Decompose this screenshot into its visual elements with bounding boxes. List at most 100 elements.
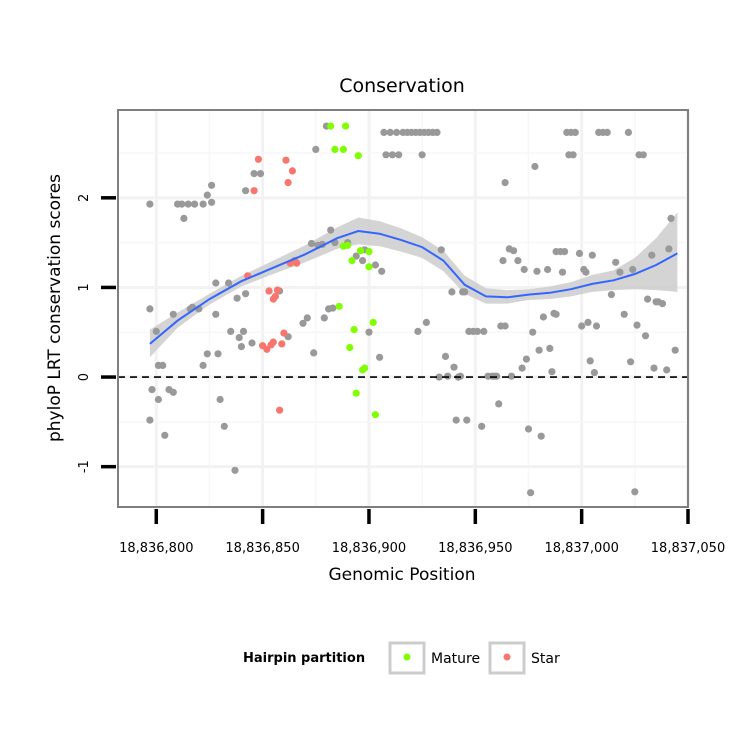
data-point-other xyxy=(237,343,245,351)
data-point-other xyxy=(582,268,590,276)
data-point-other xyxy=(212,310,220,318)
data-point-other xyxy=(575,249,584,257)
data-point-other xyxy=(590,369,599,377)
data-point-mature xyxy=(350,326,358,334)
data-point-other xyxy=(452,416,460,424)
data-point-other xyxy=(509,247,518,255)
legend: Hairpin partition Mature Star xyxy=(243,641,560,675)
data-point-other xyxy=(478,422,486,430)
plot-border xyxy=(117,109,689,508)
ribbon-layer xyxy=(149,212,678,358)
data-point-other xyxy=(544,265,552,274)
data-point-other xyxy=(242,187,250,195)
data-point-other xyxy=(522,355,531,363)
data-point-other xyxy=(220,422,228,430)
data-point-other xyxy=(507,372,516,380)
data-point-other xyxy=(233,294,241,302)
smooth-line xyxy=(149,229,678,345)
y-tick-label: 2 xyxy=(77,194,92,202)
data-point-star xyxy=(263,345,271,353)
data-point-other xyxy=(520,265,528,274)
data-point-other xyxy=(584,318,592,326)
data-point-other xyxy=(231,466,239,474)
data-point-other xyxy=(524,425,533,433)
data-point-other xyxy=(586,357,594,365)
data-point-other xyxy=(561,248,569,256)
smooth-layer xyxy=(149,229,678,345)
data-point-other xyxy=(531,162,539,171)
data-point-other xyxy=(444,372,452,380)
legend-label-mature: Mature xyxy=(431,651,480,667)
data-point-other xyxy=(578,322,586,330)
data-point-other xyxy=(592,322,601,330)
data-point-other xyxy=(203,350,211,358)
data-point-mature xyxy=(348,257,356,265)
data-point-other xyxy=(161,431,169,439)
data-point-star xyxy=(254,155,262,163)
data-point-other xyxy=(588,251,596,259)
data-point-mature xyxy=(354,152,362,160)
data-point-mature xyxy=(371,411,379,419)
data-point-star xyxy=(293,259,301,267)
data-point-other xyxy=(352,252,360,260)
legend-dot-mature xyxy=(403,653,411,661)
data-point-other xyxy=(652,298,660,306)
data-point-mature xyxy=(331,145,339,153)
data-point-mature xyxy=(339,145,347,153)
data-point-other xyxy=(518,364,526,372)
data-point-other xyxy=(641,332,650,340)
data-point-star xyxy=(250,187,258,195)
data-point-other xyxy=(639,151,647,159)
data-point-other xyxy=(376,353,384,361)
plot-panel xyxy=(117,109,690,508)
legend-item-mature: Mature xyxy=(388,641,480,675)
data-point-other xyxy=(388,151,396,159)
x-tick-label: 18,836,900 xyxy=(332,541,406,556)
data-point-other xyxy=(663,366,671,374)
data-point-other xyxy=(239,327,248,335)
x-tick-label: 18,836,950 xyxy=(438,541,512,556)
data-point-other xyxy=(648,251,656,259)
data-point-other xyxy=(216,395,224,404)
data-point-other xyxy=(214,350,222,358)
data-point-other xyxy=(380,128,388,136)
data-point-other xyxy=(463,416,471,424)
data-point-other xyxy=(242,290,250,298)
data-point-other xyxy=(307,239,316,248)
data-point-other xyxy=(393,128,401,136)
data-point-star xyxy=(278,340,286,348)
data-point-mature xyxy=(335,302,343,310)
data-point-other xyxy=(178,200,186,208)
data-point-other xyxy=(569,151,577,159)
data-point-other xyxy=(529,328,537,336)
data-point-mature xyxy=(346,343,354,352)
data-point-other xyxy=(225,279,233,287)
data-point-other xyxy=(620,310,628,318)
data-point-other xyxy=(146,200,154,208)
data-point-other xyxy=(371,261,379,269)
data-point-other xyxy=(312,145,320,153)
plot-background xyxy=(118,110,688,507)
data-point-other xyxy=(624,128,633,136)
data-point-other xyxy=(433,128,441,136)
data-point-other xyxy=(146,416,154,424)
data-point-other xyxy=(184,200,192,208)
data-point-star xyxy=(265,287,273,295)
data-point-other xyxy=(169,310,177,318)
data-point-other xyxy=(546,344,554,352)
data-point-other xyxy=(501,322,509,330)
chart-title: Conservation xyxy=(339,75,465,97)
legend-dot-star xyxy=(503,653,511,661)
data-point-other xyxy=(146,305,154,313)
data-point-other xyxy=(461,288,469,296)
data-point-other xyxy=(256,170,265,178)
data-point-other xyxy=(493,372,501,380)
data-point-mature xyxy=(365,263,373,271)
data-point-other xyxy=(448,288,456,296)
legend-item-star: Star xyxy=(488,641,560,675)
data-point-other xyxy=(533,267,541,275)
data-point-mature xyxy=(352,389,360,397)
data-point-other xyxy=(250,170,258,178)
series-mature xyxy=(327,122,379,419)
y-axis-title: phyloP LRT conservation scores xyxy=(45,174,65,442)
